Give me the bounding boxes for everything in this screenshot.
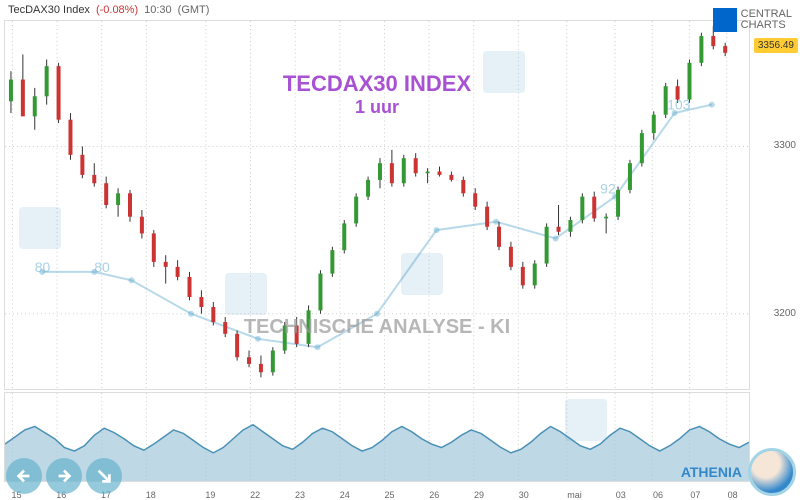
price-change: (-0.08%) <box>96 4 138 16</box>
logo-icon <box>713 8 737 32</box>
avatar-name: ATHENIA <box>681 464 742 480</box>
brand-logo: CENTRAL CHARTS <box>713 8 792 32</box>
nav-down-icon[interactable] <box>86 458 122 494</box>
svg-text:92: 92 <box>600 180 616 196</box>
timezone: (GMT) <box>178 4 210 16</box>
ticker-symbol: TecDAX30 Index <box>8 4 90 16</box>
watermark-icon <box>483 51 525 93</box>
avatar-image[interactable] <box>748 448 796 496</box>
nav-prev-icon[interactable] <box>6 458 42 494</box>
main-price-chart[interactable]: 808092103 TECDAX30 INDEX 1 uur TECHNISCH… <box>4 20 750 390</box>
watermark-icon <box>225 273 267 315</box>
avatar-area: ATHENIA <box>681 448 796 496</box>
time: 10:30 <box>144 4 172 16</box>
logo-text: CENTRAL CHARTS <box>741 9 792 31</box>
watermark-icon <box>19 207 61 249</box>
nav-next-icon[interactable] <box>46 458 82 494</box>
watermark-icon <box>565 399 607 441</box>
svg-text:80: 80 <box>94 259 110 275</box>
svg-text:103: 103 <box>667 97 691 113</box>
y-axis: 32003300 <box>752 20 796 390</box>
svg-text:80: 80 <box>35 259 51 275</box>
chart-header: TecDAX30 Index (-0.08%) 10:30 (GMT) <box>0 0 800 20</box>
watermark-icon <box>401 253 443 295</box>
current-price-badge: 3356.49 <box>754 38 798 53</box>
nav-controls <box>6 458 122 494</box>
